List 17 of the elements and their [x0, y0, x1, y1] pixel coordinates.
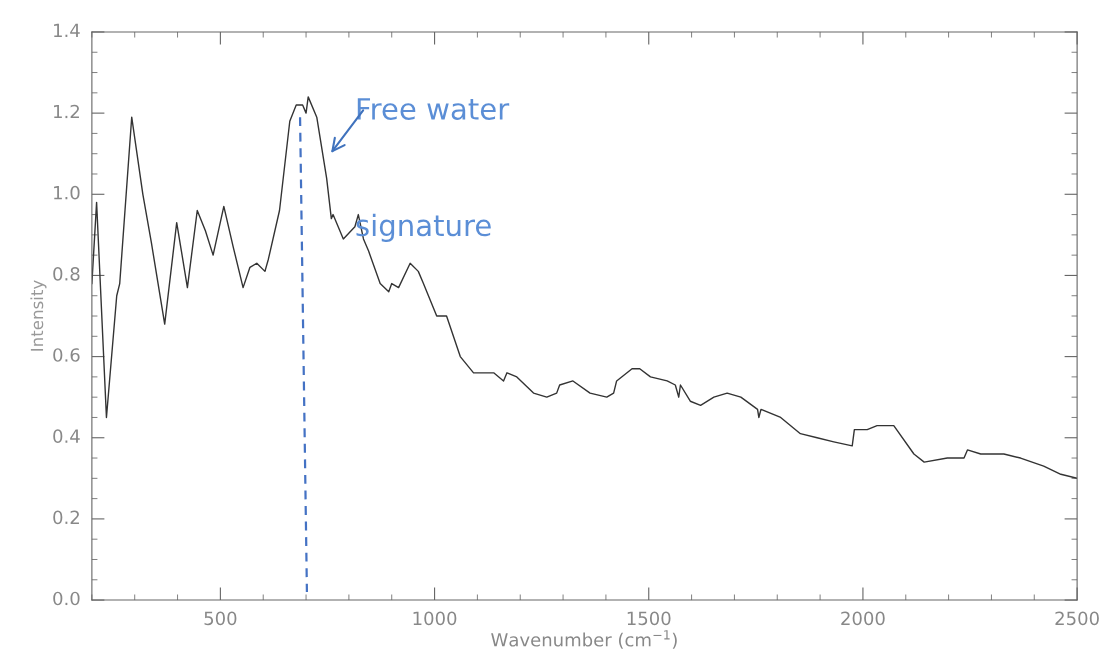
- y-tick-label: 0.8: [53, 267, 80, 281]
- y-tick-label: 0.4: [53, 429, 80, 443]
- y-axis-title: Intensity: [30, 280, 47, 351]
- y-tick-label: 0.6: [53, 348, 80, 362]
- x-tick-label: 1000: [413, 611, 457, 626]
- annotation: Free water: [357, 98, 510, 120]
- y-tick-label: 1.2: [54, 104, 79, 119]
- x-tick-label: 1500: [627, 611, 671, 626]
- x-tick-label: 500: [204, 611, 237, 626]
- y-tick-label: 1.0: [54, 185, 80, 200]
- x-axis-title: Wavenumber (cm$^{−1}$): [491, 630, 677, 649]
- line-series: [91, 96, 1078, 480]
- y-tick-label: 1.4: [54, 23, 80, 37]
- y-tick-label: 0.2: [53, 510, 79, 525]
- x-tick-label: 2000: [841, 611, 885, 626]
- x-tick-label: 2500: [1055, 611, 1099, 626]
- y-tick-label: 0.0: [53, 591, 80, 606]
